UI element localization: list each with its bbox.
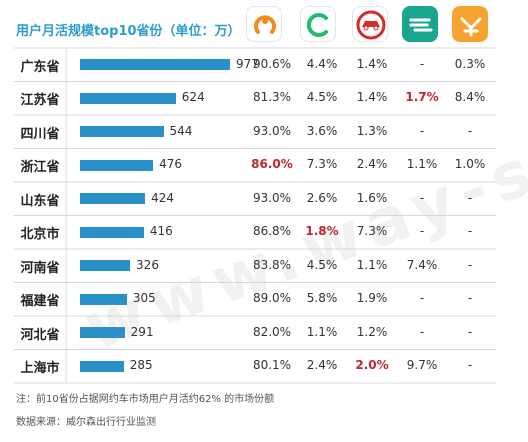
bar-value-label: 977 — [236, 56, 259, 71]
share-cell: 2.4% — [356, 157, 388, 172]
share-cell: 3.6% — [306, 123, 338, 138]
share-cell: 1.4% — [356, 56, 388, 71]
share-cell: - — [467, 358, 473, 373]
province-label: 上海市 — [20, 361, 60, 377]
share-cell: 7.3% — [356, 224, 388, 239]
bar-value-label: 291 — [130, 324, 154, 339]
data-source: 数据来源：威尔森出行行业监测 — [16, 417, 156, 428]
bar-value-label: 476 — [159, 157, 182, 172]
share-cell: 90.6% — [252, 56, 292, 71]
share-cell: 83.8% — [252, 257, 292, 272]
share-cell: - — [419, 56, 425, 71]
share-cell: 2.4% — [306, 358, 338, 373]
bar — [80, 293, 127, 305]
share-cell: 93.0% — [252, 190, 292, 205]
share-cell: - — [419, 224, 425, 239]
bar-value-label: 326 — [136, 257, 159, 272]
share-cell: 4.5% — [306, 90, 338, 105]
share-cell: 7.4% — [406, 257, 438, 272]
province-label: 广东省 — [20, 59, 60, 75]
province-label: 河北省 — [20, 327, 60, 343]
bar — [80, 159, 154, 171]
bar — [80, 193, 146, 205]
province-label: 山东省 — [20, 193, 60, 209]
bar-value-label: 416 — [149, 224, 173, 239]
bar-value-label: 544 — [169, 123, 193, 138]
share-cell: 1.1% — [356, 257, 388, 272]
share-cell: - — [419, 291, 425, 306]
share-cell: 4.5% — [306, 257, 338, 272]
province-label: 浙江省 — [20, 160, 60, 176]
shenzhou-icon — [402, 6, 438, 42]
share-cell: - — [467, 224, 473, 239]
share-cell: 9.7% — [406, 358, 438, 373]
bar — [80, 92, 176, 104]
share-cell: 1.6% — [356, 190, 388, 205]
share-cell: 7.3% — [306, 157, 338, 172]
share-cell: 81.3% — [252, 90, 292, 105]
chart-title: 用户月活规模top10省份（单位：万） — [16, 24, 241, 39]
share-cell: 1.1% — [306, 324, 338, 339]
share-cell: 1.2% — [356, 324, 388, 339]
bar — [80, 126, 164, 138]
bar — [80, 327, 125, 339]
share-cell: 80.1% — [252, 358, 292, 373]
share-cell: - — [419, 324, 425, 339]
cao-cao-icon — [300, 6, 336, 42]
share-cell: 1.0% — [454, 157, 486, 172]
bar — [80, 226, 144, 238]
footnote: 注：前10省份占据网约车市场用户月活约62% 的市场份额 — [16, 394, 275, 405]
bar — [80, 59, 230, 71]
share-cell: 2.0% — [355, 358, 389, 373]
share-cell: - — [467, 190, 473, 205]
share-cell: 86.8% — [252, 224, 292, 239]
share-cell: 1.1% — [406, 157, 438, 172]
share-cell: 89.0% — [252, 291, 292, 306]
share-cell: - — [467, 257, 473, 272]
bar-value-label: 624 — [181, 90, 205, 105]
share-cell: - — [419, 190, 425, 205]
share-cell: 5.8% — [306, 291, 338, 306]
share-cell: 1.9% — [356, 291, 388, 306]
share-cell: 82.0% — [252, 324, 292, 339]
province-label: 四川省 — [20, 126, 60, 142]
share-cell: 1.7% — [405, 90, 439, 105]
didi-icon — [246, 6, 282, 42]
share-cell: 8.4% — [454, 90, 486, 105]
share-cell: 86.0% — [251, 157, 293, 172]
share-cell: - — [467, 291, 473, 306]
bar-value-label: 424 — [151, 190, 174, 205]
share-cell: 93.0% — [252, 123, 292, 138]
share-cell: 1.3% — [356, 123, 388, 138]
share-cell: - — [467, 324, 473, 339]
bar-value-label: 285 — [129, 358, 153, 373]
province-label: 北京市 — [20, 227, 60, 243]
bar — [80, 360, 124, 372]
share-cell: 2.6% — [306, 190, 338, 205]
share-cell: 0.3% — [454, 56, 486, 71]
meituan-icon — [452, 6, 488, 42]
share-cell: 4.4% — [306, 56, 338, 71]
bar — [80, 260, 131, 272]
share-cell: 1.8% — [305, 224, 339, 239]
province-label: 河南省 — [20, 260, 60, 276]
shouqi-car-icon — [352, 6, 388, 42]
share-cell: - — [467, 123, 473, 138]
province-label: 江苏省 — [20, 93, 60, 109]
share-cell: 1.4% — [356, 90, 388, 105]
bar-value-label: 305 — [132, 291, 156, 306]
share-cell: - — [419, 123, 425, 138]
province-label: 福建省 — [20, 294, 60, 310]
